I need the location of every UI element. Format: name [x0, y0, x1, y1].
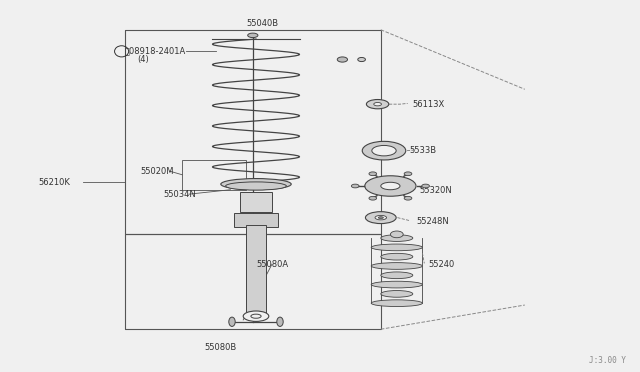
Text: 55080A: 55080A [256, 260, 288, 269]
Text: 5533B: 5533B [410, 146, 436, 155]
Text: 55248N: 55248N [416, 217, 449, 226]
Ellipse shape [404, 196, 412, 200]
Ellipse shape [375, 215, 387, 220]
Ellipse shape [366, 100, 388, 109]
Ellipse shape [365, 176, 416, 196]
Bar [125, 30, 381, 234]
Ellipse shape [371, 244, 422, 251]
Text: 55240: 55240 [429, 260, 455, 269]
Ellipse shape [221, 179, 291, 190]
Text: J:3.00 Y: J:3.00 Y [589, 356, 626, 365]
Ellipse shape [422, 184, 429, 188]
Ellipse shape [372, 145, 396, 156]
Ellipse shape [378, 217, 383, 219]
Text: 55040B: 55040B [246, 19, 278, 28]
Ellipse shape [362, 141, 406, 160]
Ellipse shape [381, 272, 413, 279]
Ellipse shape [243, 311, 269, 321]
Ellipse shape [365, 212, 396, 224]
Text: 55020M: 55020M [141, 167, 174, 176]
Ellipse shape [381, 291, 413, 297]
Ellipse shape [351, 184, 359, 188]
Text: 56210K: 56210K [38, 178, 70, 187]
Bar [234, 213, 278, 227]
Text: 55034N: 55034N [163, 190, 196, 199]
Ellipse shape [358, 58, 365, 61]
Bar [125, 234, 381, 329]
Ellipse shape [381, 253, 413, 260]
Bar [240, 192, 272, 212]
Text: (4): (4) [138, 55, 149, 64]
Ellipse shape [229, 317, 236, 327]
Text: 55320N: 55320N [419, 186, 452, 195]
Ellipse shape [381, 182, 400, 190]
Ellipse shape [369, 172, 376, 176]
Ellipse shape [251, 314, 261, 318]
Ellipse shape [371, 300, 422, 307]
Bar [246, 225, 266, 314]
Text: ⓝ08918-2401A: ⓝ08918-2401A [125, 47, 186, 56]
Ellipse shape [381, 235, 413, 241]
Text: 56113X: 56113X [413, 100, 445, 109]
Ellipse shape [390, 231, 403, 238]
Ellipse shape [337, 57, 348, 62]
Ellipse shape [248, 33, 258, 38]
Text: 55080B: 55080B [205, 343, 237, 352]
Ellipse shape [371, 281, 422, 288]
Ellipse shape [374, 103, 381, 106]
Ellipse shape [226, 182, 287, 190]
Bar [182, 160, 246, 190]
Ellipse shape [404, 172, 412, 176]
Ellipse shape [277, 317, 283, 327]
Ellipse shape [369, 196, 376, 200]
Ellipse shape [371, 263, 422, 269]
